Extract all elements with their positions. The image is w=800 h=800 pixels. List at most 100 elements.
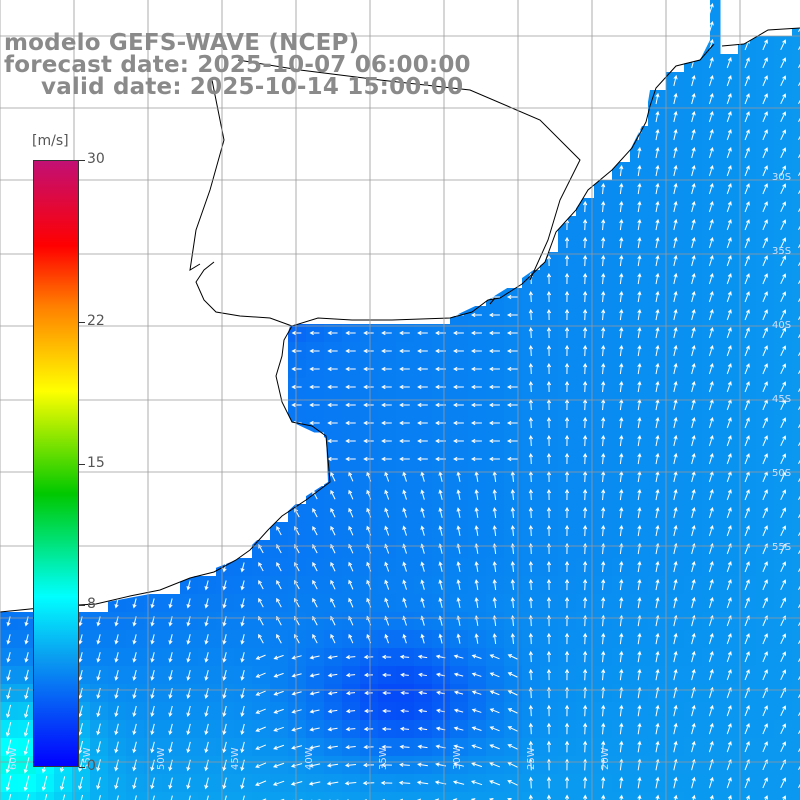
wind-arrow bbox=[400, 690, 409, 696]
wind-arrow bbox=[474, 579, 479, 590]
wind-arrow bbox=[673, 380, 678, 393]
wind-arrow bbox=[546, 794, 552, 800]
wind-cell bbox=[792, 288, 800, 307]
wind-arrow bbox=[204, 759, 209, 772]
wind-arrow bbox=[546, 452, 552, 465]
wind-cell bbox=[306, 792, 325, 800]
wind-arrow bbox=[362, 762, 374, 768]
wind-arrow bbox=[637, 254, 642, 267]
wind-arrow bbox=[255, 708, 266, 714]
wind-cell bbox=[792, 234, 800, 253]
wind-arrow bbox=[601, 290, 606, 303]
wind-arrow bbox=[619, 506, 624, 519]
wind-arrow bbox=[726, 201, 732, 213]
wind-arrow bbox=[222, 634, 227, 645]
wind-arrow bbox=[744, 507, 750, 519]
wind-arrow bbox=[564, 254, 570, 267]
wind-arrow bbox=[798, 81, 800, 86]
wind-arrow bbox=[691, 146, 696, 159]
wind-arrow bbox=[150, 670, 155, 681]
wind-arrow bbox=[691, 380, 696, 393]
wind-arrow bbox=[327, 384, 338, 390]
wind-arrow bbox=[114, 759, 119, 772]
wind-arrow bbox=[150, 634, 155, 645]
wind-arrow bbox=[528, 362, 533, 375]
wind-cell bbox=[720, 792, 739, 800]
colorbar-label: 22 bbox=[87, 312, 105, 329]
wind-arrow bbox=[399, 402, 410, 408]
wind-arrow bbox=[240, 759, 245, 772]
wind-arrow bbox=[655, 632, 660, 645]
wind-arrow bbox=[655, 308, 660, 321]
wind-arrow bbox=[330, 471, 336, 482]
wind-arrow bbox=[619, 308, 624, 321]
wind-arrow bbox=[59, 776, 66, 791]
wind-arrow bbox=[134, 795, 137, 800]
wind-arrow bbox=[78, 634, 83, 645]
wind-arrow bbox=[780, 705, 786, 717]
wind-arrow bbox=[673, 344, 678, 357]
wind-arrow bbox=[381, 456, 392, 462]
wind-arrow bbox=[601, 722, 606, 735]
wind-arrow bbox=[744, 75, 750, 87]
wind-arrow bbox=[798, 351, 800, 356]
wind-arrow bbox=[655, 506, 660, 519]
wind-arrow bbox=[364, 708, 373, 714]
wind-arrow bbox=[312, 525, 318, 536]
wind-arrow bbox=[417, 420, 428, 426]
wind-arrow bbox=[601, 524, 606, 537]
wind-arrow bbox=[418, 708, 427, 713]
wind-cell bbox=[270, 792, 289, 800]
wind-arrow bbox=[186, 705, 191, 718]
wind-arrow bbox=[78, 776, 84, 791]
wind-arrow bbox=[420, 525, 425, 536]
wind-arrow bbox=[402, 489, 407, 500]
wind-arrow bbox=[438, 597, 443, 608]
wind-arrow bbox=[291, 727, 302, 732]
wind-arrow bbox=[782, 795, 787, 800]
wind-arrow bbox=[564, 776, 570, 789]
wind-cell bbox=[792, 468, 800, 487]
wind-arrow bbox=[399, 744, 410, 749]
wind-arrow bbox=[601, 272, 606, 285]
wind-arrow bbox=[345, 456, 356, 462]
wind-arrow bbox=[492, 489, 497, 500]
wind-arrow bbox=[798, 513, 800, 518]
wind-arrow bbox=[6, 669, 11, 682]
wind-arrow bbox=[546, 740, 552, 753]
wind-arrow bbox=[619, 344, 624, 357]
wind-arrow bbox=[417, 744, 428, 749]
wind-arrow bbox=[601, 668, 606, 681]
wind-arrow bbox=[345, 673, 356, 678]
wind-arrow bbox=[798, 117, 800, 122]
wind-arrow bbox=[546, 344, 552, 357]
wind-arrow bbox=[438, 561, 443, 572]
wind-arrow bbox=[708, 650, 714, 663]
wind-arrow bbox=[708, 237, 714, 249]
wind-arrow bbox=[798, 531, 800, 536]
wind-arrow bbox=[673, 326, 678, 339]
wind-arrow bbox=[453, 420, 464, 426]
wind-arrow bbox=[637, 632, 642, 645]
wind-arrow bbox=[601, 344, 606, 357]
wind-arrow bbox=[564, 380, 570, 393]
title-valid-date: valid date: 2025-10-14 15:00:00 bbox=[41, 74, 464, 100]
wind-arrow bbox=[708, 776, 714, 789]
colorbar-tick bbox=[79, 321, 85, 323]
wind-arrow bbox=[691, 632, 696, 645]
wind-arrow bbox=[564, 596, 570, 609]
wind-arrow bbox=[798, 99, 800, 104]
wind-arrow bbox=[708, 453, 714, 465]
wind-arrow bbox=[762, 723, 768, 735]
wind-arrow bbox=[506, 312, 518, 318]
wind-arrow bbox=[708, 165, 714, 177]
wind-arrow bbox=[528, 290, 533, 303]
wind-arrow bbox=[582, 290, 588, 303]
wind-arrow bbox=[619, 560, 624, 573]
wind-arrow bbox=[507, 726, 518, 732]
wind-arrow bbox=[762, 273, 768, 285]
wind-arrow bbox=[528, 632, 533, 645]
wind-arrow bbox=[726, 363, 732, 375]
lon-label: 30W bbox=[452, 747, 463, 770]
wind-arrow bbox=[382, 690, 391, 696]
